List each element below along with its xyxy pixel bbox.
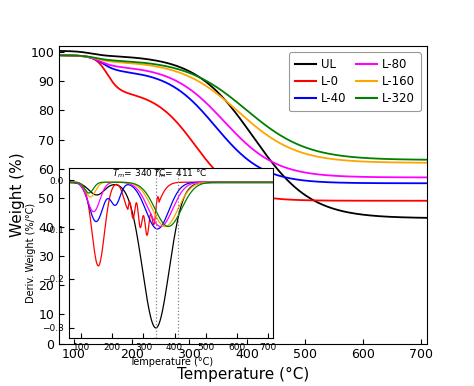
L-320 [248,112,254,116]
UL [99,53,104,58]
L-160 [99,58,104,62]
L-320 [99,57,104,61]
L-0 [112,83,118,87]
UL [429,216,435,220]
L-80 [256,152,262,156]
UL [112,54,118,59]
L-320 [48,53,54,58]
L-40 [213,125,219,130]
L-0 [256,194,262,198]
Text: $T_m$= 411 °C: $T_m$= 411 °C [153,167,208,180]
L-40 [176,88,182,93]
L-0 [48,53,54,58]
L-160 [248,120,254,125]
UL [48,49,54,53]
L-160 [48,53,54,58]
L-80 [176,80,182,85]
L-160 [176,70,182,75]
L-0 [429,198,435,203]
Line: L-80: L-80 [51,55,432,178]
UL [248,132,254,136]
L-80 [213,111,219,115]
L-320 [112,58,118,63]
Line: L-40: L-40 [51,55,432,183]
L-320 [176,67,182,72]
L-160 [112,60,118,64]
L-320 [213,85,219,89]
L-160 [256,127,262,132]
L-0 [176,123,182,127]
L-40 [248,160,254,164]
L-40 [48,53,54,58]
Line: L-320: L-320 [51,55,432,160]
L-0 [248,191,254,196]
Legend: UL, L-0, L-40, L-80, L-160, L-320: UL, L-0, L-40, L-80, L-160, L-320 [289,52,421,111]
UL [213,88,219,93]
L-320 [256,118,262,123]
UL [176,64,182,69]
X-axis label: Temperature (°C): Temperature (°C) [128,357,213,367]
L-40 [99,60,104,65]
Y-axis label: Weight (%): Weight (%) [10,152,25,237]
Line: L-0: L-0 [51,55,432,201]
L-40 [256,165,262,170]
L-80 [248,146,254,150]
Line: UL: UL [51,51,432,218]
Line: L-160: L-160 [51,55,432,163]
L-0 [213,169,219,174]
Y-axis label: Deriv. Weight (%/°C): Deriv. Weight (%/°C) [27,203,36,303]
L-160 [213,91,219,95]
L-320 [429,157,435,162]
L-0 [99,63,104,68]
L-160 [429,161,435,165]
L-80 [99,59,104,64]
L-80 [112,64,118,68]
Text: $T_m$= 340 °C: $T_m$= 340 °C [112,167,167,180]
L-40 [429,181,435,186]
UL [256,143,262,147]
L-80 [429,175,435,180]
X-axis label: Temperature (°C): Temperature (°C) [177,367,309,382]
L-80 [48,53,54,58]
L-40 [112,67,118,72]
